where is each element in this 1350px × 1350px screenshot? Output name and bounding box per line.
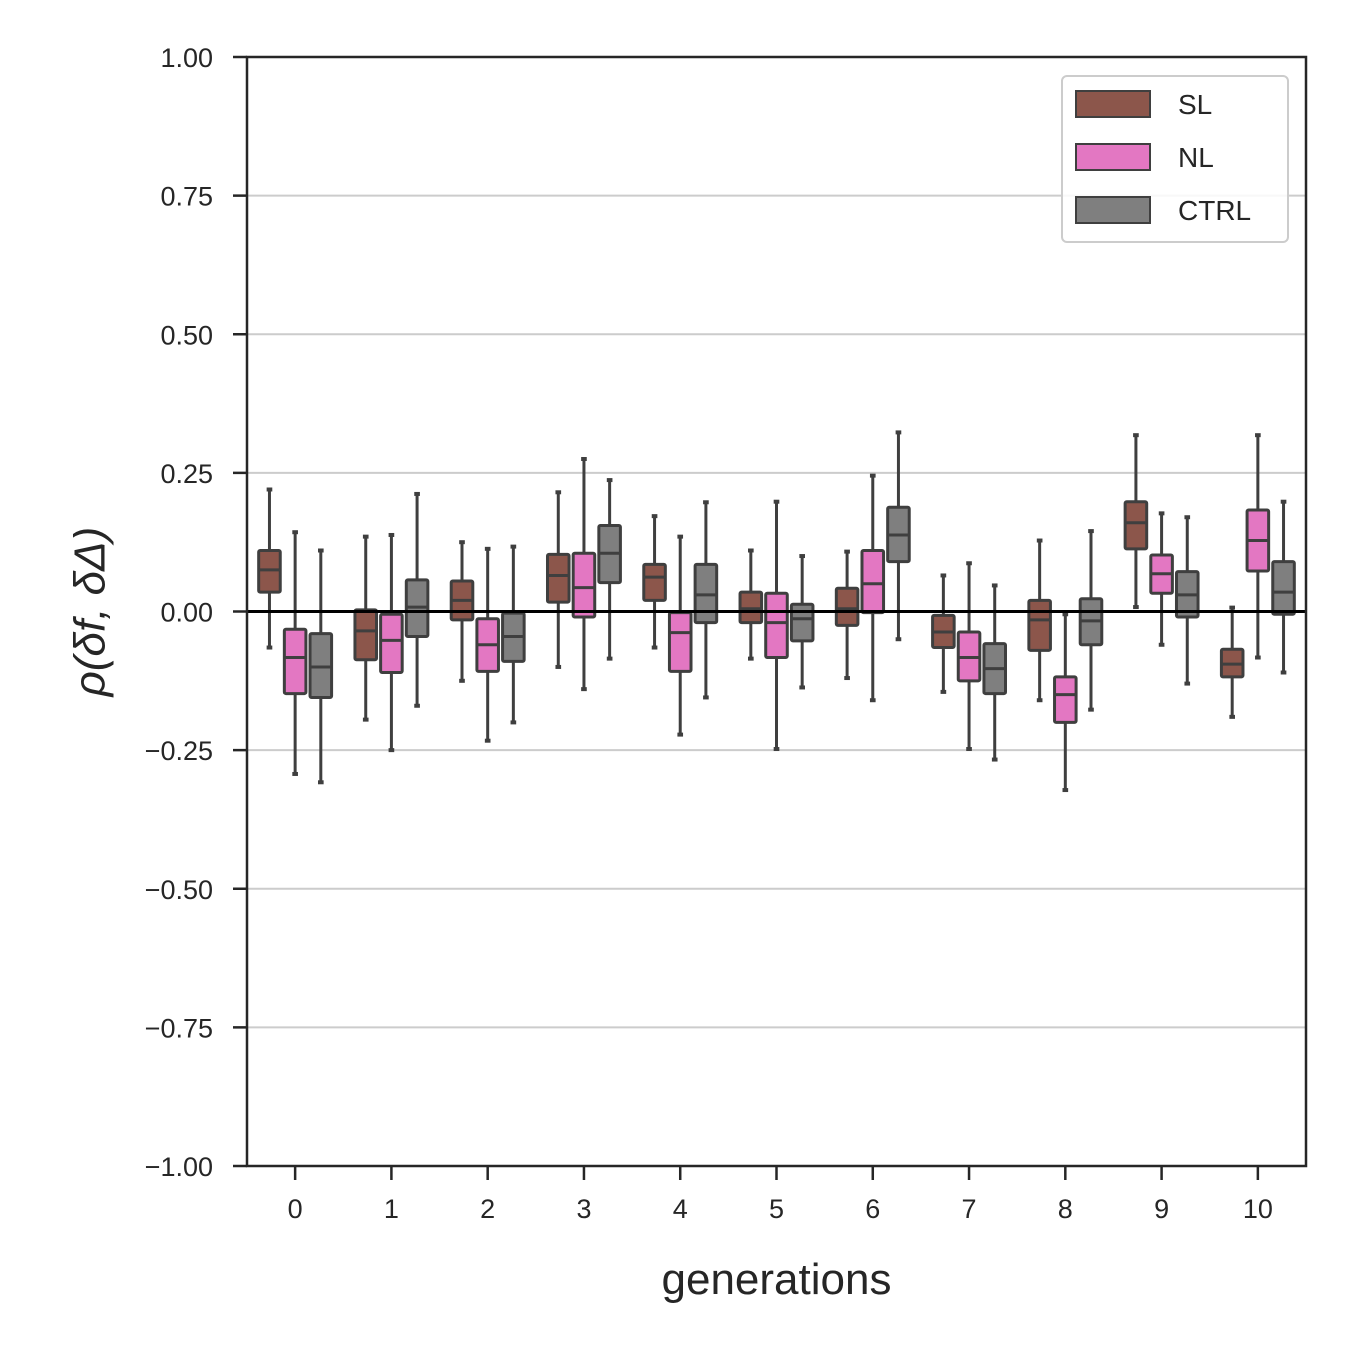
box-sl-gen-8 xyxy=(1027,538,1052,703)
box-ctrl-gen-3 xyxy=(597,478,622,661)
box-nl-gen-5 xyxy=(764,499,789,752)
box-nl-gen-7 xyxy=(956,561,982,752)
y-axis: −1.00 −0.75 −0.50 −0.25 0.00 0.25 0.50 0.75 1.00 xyxy=(145,43,247,1182)
box-iqr xyxy=(1271,560,1296,616)
legend-swatch xyxy=(1075,196,1151,224)
x-tick-label-5: 5 xyxy=(769,1194,784,1224)
box-nl-gen-8 xyxy=(1053,612,1078,793)
box-sl-gen-0 xyxy=(257,487,282,650)
x-axis-label: generations xyxy=(662,1255,892,1304)
box-ctrl-gen-2 xyxy=(501,544,526,725)
legend-item-sl: SL xyxy=(1075,89,1212,120)
box-series-layer xyxy=(257,430,1296,793)
x-tick-label-0: 0 xyxy=(288,1194,303,1224)
legend-label: NL xyxy=(1178,142,1214,173)
box-ctrl-gen-5 xyxy=(789,554,815,690)
y-tick-label-4: 0.00 xyxy=(160,598,213,628)
box-sl-gen-7 xyxy=(931,573,956,694)
box-ctrl-gen-10 xyxy=(1271,499,1296,675)
y-tick-label-6: 0.50 xyxy=(160,320,213,350)
y-tick-label-5: 0.25 xyxy=(160,459,213,489)
box-iqr xyxy=(1027,598,1052,652)
box-iqr xyxy=(353,608,379,662)
box-iqr xyxy=(667,611,693,673)
x-tick-label-7: 7 xyxy=(962,1194,977,1224)
box-iqr xyxy=(860,549,886,615)
x-tick-label-4: 4 xyxy=(673,1194,688,1224)
legend-label: SL xyxy=(1178,89,1212,120)
box-sl-gen-4 xyxy=(642,514,667,650)
x-tick-label-2: 2 xyxy=(480,1194,495,1224)
box-nl-gen-0 xyxy=(282,530,308,776)
y-tick-label-8: 1.00 xyxy=(160,43,213,73)
y-tick-label-0: −1.00 xyxy=(145,1152,213,1182)
x-tick-label-3: 3 xyxy=(576,1194,591,1224)
box-iqr xyxy=(834,586,860,627)
box-iqr xyxy=(545,552,571,604)
y-axis-label: ρ(δf, δΔ) xyxy=(66,527,115,699)
box-iqr xyxy=(1053,675,1078,724)
box-ctrl-gen-7 xyxy=(982,583,1008,762)
box-nl-gen-3 xyxy=(571,457,597,692)
x-axis: 0 1 2 3 4 5 6 7 8 9 10 xyxy=(288,1166,1273,1224)
x-tick-label-1: 1 xyxy=(384,1194,399,1224)
box-sl-gen-3 xyxy=(545,490,571,669)
box-ctrl-gen-0 xyxy=(308,548,334,785)
x-tick-label-6: 6 xyxy=(865,1194,880,1224)
x-tick-label-9: 9 xyxy=(1154,1194,1169,1224)
box-nl-gen-2 xyxy=(475,546,500,743)
x-tick-label-8: 8 xyxy=(1058,1194,1073,1224)
y-tick-label-7: 0.75 xyxy=(160,182,213,212)
box-iqr xyxy=(1123,500,1149,551)
box-sl-gen-9 xyxy=(1123,433,1149,610)
box-sl-gen-5 xyxy=(738,548,764,661)
y-tick-label-3: −0.25 xyxy=(145,736,213,766)
box-sl-gen-1 xyxy=(353,534,379,722)
legend: SL NL CTRL xyxy=(1061,75,1289,243)
box-ctrl-gen-1 xyxy=(404,491,430,708)
box-iqr xyxy=(379,612,404,674)
box-nl-gen-9 xyxy=(1149,511,1174,647)
box-sl-gen-6 xyxy=(834,549,860,681)
box-nl-gen-10 xyxy=(1245,433,1271,660)
box-nl-gen-6 xyxy=(860,473,886,703)
box-ctrl-gen-6 xyxy=(886,430,911,642)
box-iqr xyxy=(282,627,308,696)
y-tick-label-2: −0.50 xyxy=(145,875,213,905)
box-nl-gen-4 xyxy=(667,534,693,737)
y-tick-label-1: −0.75 xyxy=(145,1013,213,1043)
x-tick-label-10: 10 xyxy=(1243,1194,1273,1224)
legend-swatch xyxy=(1075,90,1151,118)
box-iqr xyxy=(764,591,789,660)
box-ctrl-gen-8 xyxy=(1078,529,1104,712)
box-ctrl-gen-4 xyxy=(693,500,719,700)
box-iqr xyxy=(571,551,597,619)
box-ctrl-gen-9 xyxy=(1174,515,1200,686)
legend-item-nl: NL xyxy=(1075,142,1214,173)
box-nl-gen-1 xyxy=(379,532,404,753)
legend-label: CTRL xyxy=(1178,195,1251,226)
legend-swatch xyxy=(1075,143,1151,171)
legend-item-ctrl: CTRL xyxy=(1075,195,1251,226)
box-iqr xyxy=(642,562,667,602)
box-sl-gen-10 xyxy=(1219,605,1245,719)
box-iqr xyxy=(789,602,815,643)
